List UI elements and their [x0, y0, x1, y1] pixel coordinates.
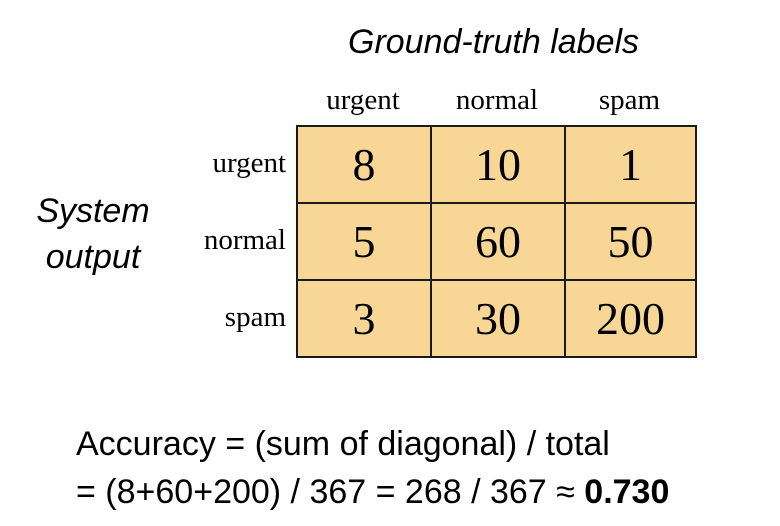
- accuracy-calculation-text: = (8+60+200) / 367 = 268 / 367 ≈: [76, 473, 585, 511]
- row-label-urgent: urgent: [212, 147, 286, 179]
- matrix-row-urgent: 8 10 1: [296, 125, 697, 204]
- confusion-matrix: 8 10 1 5 60 50 3 30 200: [296, 125, 697, 358]
- column-label-urgent: urgent: [326, 84, 400, 116]
- accuracy-calculation: = (8+60+200) / 367 = 268 / 367 ≈ 0.730: [76, 470, 669, 514]
- accuracy-result: 0.730: [584, 473, 670, 511]
- cell-urgent-spam: 1: [564, 125, 697, 204]
- column-label-spam: spam: [598, 84, 661, 116]
- row-label-spam: spam: [224, 301, 286, 333]
- system-output-label: System output: [18, 188, 168, 280]
- cell-normal-normal: 60: [430, 202, 566, 281]
- system-output-line1: System: [36, 192, 150, 230]
- ground-truth-title: Ground-truth labels: [348, 23, 640, 61]
- accuracy-formula: Accuracy = (sum of diagonal) / total: [76, 425, 610, 463]
- cell-spam-urgent: 3: [296, 279, 432, 358]
- column-label-normal: normal: [455, 84, 539, 116]
- cell-normal-urgent: 5: [296, 202, 432, 281]
- matrix-row-spam: 3 30 200: [296, 279, 697, 358]
- matrix-row-normal: 5 60 50: [296, 202, 697, 281]
- cell-normal-spam: 50: [564, 202, 697, 281]
- cell-spam-normal: 30: [430, 279, 566, 358]
- system-output-line2: output: [45, 238, 141, 276]
- cell-urgent-normal: 10: [430, 125, 566, 204]
- cell-spam-spam: 200: [564, 279, 697, 358]
- row-label-normal: normal: [203, 224, 286, 256]
- cell-urgent-urgent: 8: [296, 125, 432, 204]
